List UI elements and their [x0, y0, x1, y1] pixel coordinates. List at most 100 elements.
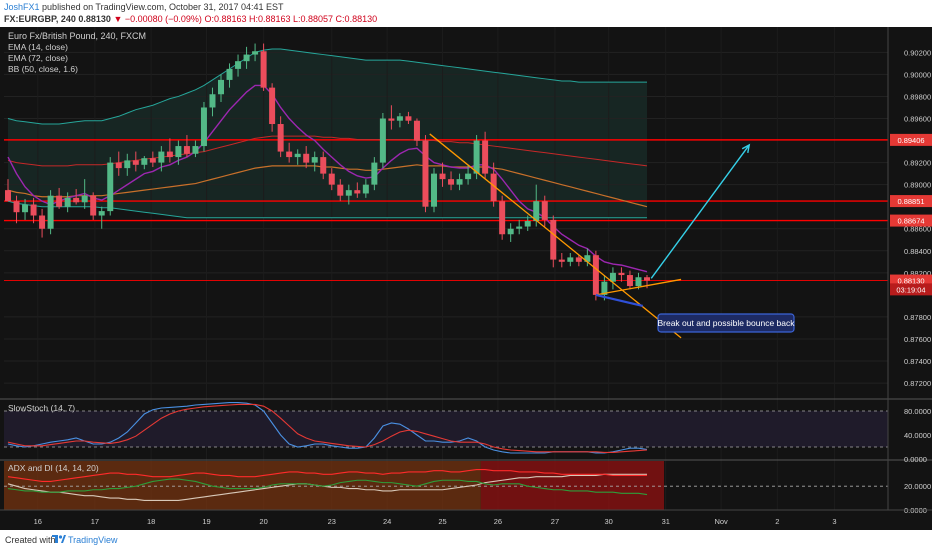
candle[interactable] — [448, 179, 455, 185]
time-tick-label: 2 — [775, 517, 779, 526]
candle[interactable] — [175, 146, 182, 158]
candle[interactable] — [379, 118, 386, 163]
candle[interactable] — [13, 201, 20, 213]
adx-label[interactable]: ADX and DI (14, 14, 20) — [8, 463, 99, 473]
legend-ema14[interactable]: EMA (14, close) — [8, 42, 68, 52]
candle[interactable] — [286, 151, 293, 158]
legend-bb[interactable]: BB (50, close, 1.6) — [8, 64, 78, 74]
candle[interactable] — [158, 151, 165, 163]
candle[interactable] — [456, 179, 463, 185]
annotation-box[interactable] — [657, 313, 795, 333]
chart-area[interactable]: 0.90200 0.90000 0.89800 0.89600 0.89200 0.890… — [0, 27, 932, 530]
candle[interactable] — [362, 184, 369, 194]
candle[interactable] — [124, 160, 131, 169]
candle[interactable] — [558, 259, 565, 262]
trendline[interactable] — [595, 293, 643, 307]
candle[interactable] — [192, 146, 199, 154]
price-tick-label: 0.90000 — [904, 70, 931, 79]
candle[interactable] — [644, 277, 650, 281]
candle[interactable] — [22, 204, 29, 213]
candle[interactable] — [345, 190, 352, 196]
candle[interactable] — [98, 211, 105, 216]
author-link[interactable]: JoshFX1 — [4, 2, 40, 12]
candle[interactable] — [311, 157, 318, 163]
candle[interactable] — [81, 195, 88, 203]
candle[interactable] — [183, 146, 190, 154]
candle[interactable] — [584, 255, 591, 262]
candle[interactable] — [56, 195, 63, 207]
candle[interactable] — [490, 173, 497, 202]
candle[interactable] — [277, 124, 284, 152]
tradingview-brand[interactable]: TradingView — [68, 535, 118, 545]
candle[interactable] — [5, 190, 11, 202]
candle[interactable] — [115, 162, 122, 169]
candle[interactable] — [243, 54, 250, 62]
candle[interactable] — [575, 257, 582, 262]
candle[interactable] — [626, 275, 633, 287]
candle[interactable] — [601, 281, 608, 295]
price-label: 0.88851 — [897, 197, 924, 206]
candle[interactable] — [516, 226, 523, 229]
candle[interactable] — [635, 277, 642, 287]
candle[interactable] — [524, 221, 531, 227]
candle[interactable] — [30, 204, 37, 216]
last-price: 0.88130 — [78, 14, 111, 24]
candle[interactable] — [482, 140, 489, 174]
candle[interactable] — [609, 272, 616, 282]
candle[interactable] — [260, 51, 267, 88]
candle[interactable] — [405, 116, 412, 121]
candle[interactable] — [439, 173, 446, 180]
bb-lower-line — [7, 200, 647, 219]
candle[interactable] — [499, 201, 506, 235]
candle[interactable] — [473, 140, 480, 174]
candle[interactable] — [132, 160, 139, 165]
annotation-callout[interactable]: Break out and possible bounce back — [657, 313, 795, 333]
candle[interactable] — [200, 107, 207, 147]
candle[interactable] — [226, 68, 233, 80]
candle[interactable] — [422, 140, 429, 207]
candle[interactable] — [218, 79, 224, 95]
candle[interactable] — [465, 173, 472, 180]
candle[interactable] — [141, 158, 148, 165]
candle[interactable] — [396, 116, 403, 121]
candle[interactable] — [269, 87, 276, 125]
candle[interactable] — [354, 190, 361, 194]
candle[interactable] — [90, 195, 97, 216]
projection-arrow-line[interactable] — [650, 144, 750, 279]
oscillator-panes — [0, 398, 932, 510]
candle[interactable] — [149, 158, 156, 163]
candle[interactable] — [541, 201, 548, 220]
legend-ema72[interactable]: EMA (72, close) — [8, 53, 68, 63]
candle[interactable] — [550, 219, 557, 260]
candle[interactable] — [39, 215, 46, 229]
candle[interactable] — [533, 201, 540, 222]
candle[interactable] — [47, 195, 54, 229]
candle[interactable] — [320, 157, 327, 174]
candle[interactable] — [64, 197, 71, 207]
candle[interactable] — [303, 153, 310, 163]
candle[interactable] — [388, 118, 395, 121]
candle[interactable] — [618, 272, 625, 276]
candle[interactable] — [73, 197, 80, 203]
price-tick-label: 0.87400 — [904, 357, 931, 366]
candle[interactable] — [413, 120, 420, 141]
stoch-label[interactable]: SlowStoch (14, 7) — [8, 403, 75, 413]
candle[interactable] — [166, 151, 173, 158]
candle[interactable] — [294, 153, 301, 158]
candle[interactable] — [592, 255, 599, 295]
candle[interactable] — [235, 61, 242, 69]
candle[interactable] — [252, 51, 259, 55]
candle[interactable] — [209, 94, 216, 108]
price-tick-label: 0.87600 — [904, 335, 931, 344]
candle[interactable] — [567, 257, 574, 262]
candle[interactable] — [507, 228, 514, 235]
candle[interactable] — [371, 162, 378, 185]
candle[interactable] — [328, 173, 335, 185]
trendline[interactable] — [595, 278, 682, 296]
trendline[interactable] — [429, 133, 682, 339]
price-chart[interactable]: 0.90200 0.90000 0.89800 0.89600 0.89200 0.890… — [0, 27, 932, 530]
time-tick-label: 3 — [832, 517, 836, 526]
candle[interactable] — [107, 162, 114, 212]
candle[interactable] — [431, 173, 437, 207]
candle[interactable] — [337, 184, 344, 196]
